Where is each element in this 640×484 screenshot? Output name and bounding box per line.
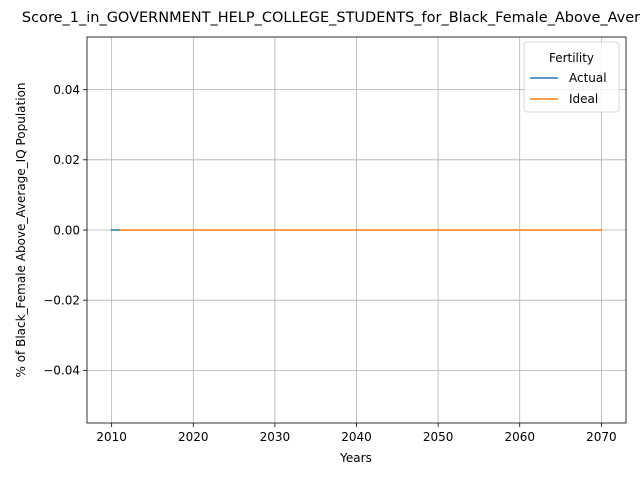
x-tick-label: 2050 (423, 430, 454, 444)
legend-entry-actual: Actual (569, 71, 607, 85)
x-tick-label: 2030 (260, 430, 291, 444)
y-tick-label: −0.04 (43, 364, 80, 378)
legend-title: Fertility (549, 51, 594, 65)
y-axis-ticks: −0.04 −0.02 0.00 0.02 0.04 (43, 83, 87, 378)
x-tick-label: 2040 (341, 430, 372, 444)
x-axis-ticks: 2010 2020 2030 2040 2050 2060 2070 (96, 423, 617, 444)
x-tick-label: 2070 (586, 430, 617, 444)
legend: Fertility Actual Ideal (523, 41, 620, 113)
x-axis-label: Years (339, 451, 372, 465)
y-tick-label: 0.02 (53, 153, 80, 167)
legend-box (523, 41, 620, 113)
y-tick-label: 0.04 (53, 83, 80, 97)
legend-entry-ideal: Ideal (569, 92, 598, 106)
y-tick-label: 0.00 (53, 223, 80, 237)
y-axis-label: % of Black_Female Above_Average_IQ Popul… (14, 82, 28, 377)
x-tick-label: 2060 (504, 430, 535, 444)
y-tick-label: −0.02 (43, 293, 80, 307)
x-tick-label: 2010 (96, 430, 127, 444)
x-tick-label: 2020 (178, 430, 209, 444)
chart-title: Score_1_in_GOVERNMENT_HELP_COLLEGE_STUDE… (22, 10, 640, 26)
